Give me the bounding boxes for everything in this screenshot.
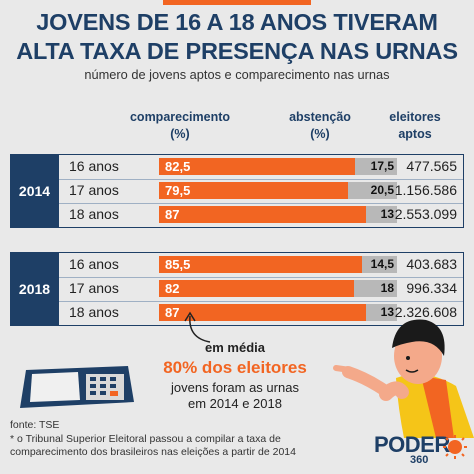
eleitores-value: 2.553.099 xyxy=(394,206,457,222)
table-row: 17 anos 79,5 20,5 1.156.586 xyxy=(59,179,463,203)
bar-abstencao: 20,5 xyxy=(348,182,397,199)
year-label-2014: 2014 xyxy=(10,154,59,228)
age-label: 16 anos xyxy=(69,158,119,174)
voting-machine-icon xyxy=(20,366,134,408)
footnote-line-2: comparecimento dos brasileiros nas eleiç… xyxy=(10,446,296,458)
bar-comparecimento: 79,5 xyxy=(159,182,348,199)
bar-comparecimento: 87 xyxy=(159,206,366,223)
col-header-abstencao: abstenção (%) xyxy=(270,109,370,143)
age-label: 18 anos xyxy=(69,304,119,320)
callout-arrow-icon xyxy=(184,311,211,343)
bar-abstencao: 13 xyxy=(366,304,397,321)
col-comparecimento-unit: (%) xyxy=(170,127,190,141)
bar-abstencao: 14,5 xyxy=(362,256,397,273)
year-label-2018: 2018 xyxy=(10,252,59,326)
page-title: JOVENS DE 16 A 18 ANOS TIVERAM ALTA TAXA… xyxy=(0,8,474,66)
col-abstencao-label: abstenção xyxy=(289,110,351,124)
top-accent-bar xyxy=(163,0,311,5)
callout-line-4: em 2014 e 2018 xyxy=(188,396,282,411)
age-label: 17 anos xyxy=(69,182,119,198)
col-abstencao-unit: (%) xyxy=(310,127,330,141)
table-row: 17 anos 82 18 996.334 xyxy=(59,277,463,301)
bar-comparecimento: 82,5 xyxy=(159,158,355,175)
row-divider xyxy=(59,301,463,302)
row-divider xyxy=(59,203,463,204)
table-row: 18 anos 87 13 2.553.099 xyxy=(59,203,463,227)
bar-abstencao: 13 xyxy=(366,206,397,223)
callout-highlight: 80% dos eleitores xyxy=(163,358,307,377)
callout-text: jovens foram as urnas em 2014 e 2018 xyxy=(140,380,330,412)
eleitores-value: 1.156.586 xyxy=(394,182,457,198)
eleitores-value: 403.683 xyxy=(406,256,457,272)
eleitores-value: 2.326.608 xyxy=(394,304,457,320)
young-person-illustration xyxy=(333,319,474,438)
table-row: 18 anos 87 13 2.326.608 xyxy=(59,301,463,325)
table-row: 16 anos 85,5 14,5 403.683 xyxy=(59,253,463,277)
footnote-line-1: * o Tribunal Superior Eleitoral passou a… xyxy=(10,433,281,445)
bar-comparecimento: 87 xyxy=(159,304,366,321)
callout-line-3: jovens foram as urnas xyxy=(171,380,299,395)
row-divider xyxy=(59,277,463,278)
age-label: 16 anos xyxy=(69,256,119,272)
eleitores-value: 477.565 xyxy=(406,158,457,174)
age-label: 17 anos xyxy=(69,280,119,296)
bar-abstencao: 18 xyxy=(354,280,397,297)
source-note: fonte: TSE xyxy=(10,419,60,431)
col-eleitores-unit: aptos xyxy=(398,127,432,141)
col-header-eleitores: eleitores aptos xyxy=(370,109,460,143)
bar-comparecimento: 82 xyxy=(159,280,354,297)
col-header-comparecimento: comparecimento (%) xyxy=(120,109,240,143)
title-line-2: ALTA TAXA DE PRESENÇA NAS URNAS xyxy=(16,38,458,64)
table-row: 16 anos 82,5 17,5 477.565 xyxy=(59,155,463,179)
callout-line-1: em média xyxy=(205,340,265,355)
logo-sun-icon xyxy=(443,435,467,459)
bar-comparecimento: 85,5 xyxy=(159,256,362,273)
title-line-1: JOVENS DE 16 A 18 ANOS TIVERAM xyxy=(36,9,438,35)
brand-logo: PODER xyxy=(374,432,450,457)
eleitores-value: 996.334 xyxy=(406,280,457,296)
row-divider xyxy=(59,179,463,180)
page-subtitle: número de jovens aptos e comparecimento … xyxy=(84,67,390,82)
bar-abstencao: 17,5 xyxy=(355,158,397,175)
age-label: 18 anos xyxy=(69,206,119,222)
col-comparecimento-label: comparecimento xyxy=(129,110,231,124)
col-eleitores-label: eleitores xyxy=(389,110,441,124)
brand-logo-sub: 360 xyxy=(410,454,429,466)
